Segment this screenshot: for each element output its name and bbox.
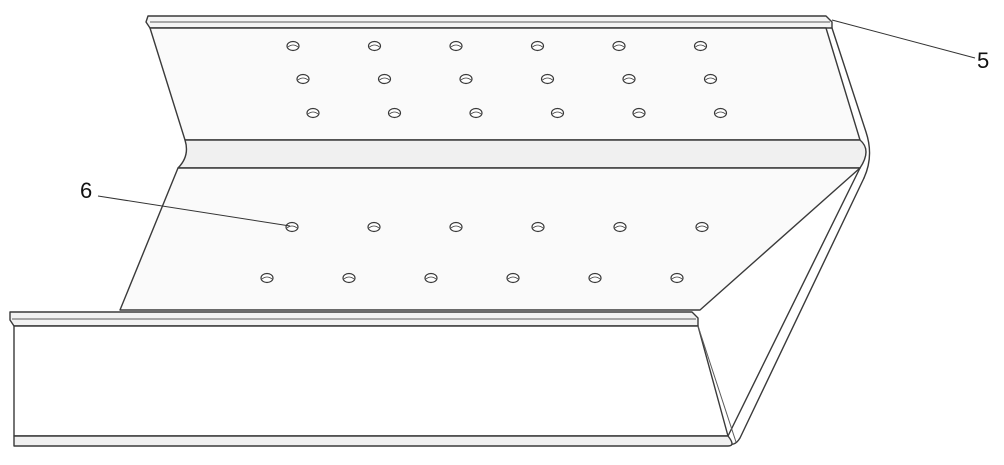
hole-lower-bore: [671, 276, 683, 280]
hole-lower: [531, 221, 545, 233]
hole-lower: [506, 272, 520, 284]
hole-upper: [530, 40, 545, 52]
hole-upper-bore: [470, 111, 482, 115]
hole-upper: [632, 107, 646, 119]
callout-5-label: 5: [977, 48, 989, 73]
hole-upper: [367, 40, 382, 52]
front-wall-crease: [697, 325, 737, 443]
hole-lower: [285, 221, 299, 233]
hole-lower: [367, 221, 381, 233]
hole-upper-bore: [623, 77, 635, 81]
hole-upper: [693, 40, 708, 52]
hole-upper-bore: [633, 111, 645, 115]
hole-upper-bore: [307, 111, 319, 115]
back-wall: [149, 27, 861, 141]
hole-lower: [260, 272, 274, 284]
hole-lower-bore: [286, 225, 298, 229]
hole-lower-bore: [589, 276, 601, 280]
hole-lower: [695, 221, 709, 233]
lower-hole-array: [260, 221, 709, 284]
hole-lower: [424, 272, 438, 284]
hole-lower: [613, 221, 627, 233]
hole-upper-bore: [532, 44, 543, 48]
floor-panel: [119, 167, 861, 311]
hole-upper: [612, 40, 626, 52]
hole-lower-bore: [696, 225, 708, 229]
hole-lower: [449, 221, 463, 233]
hole-upper: [459, 73, 473, 85]
hole-upper: [540, 73, 555, 85]
hole-upper-bore: [705, 77, 716, 81]
hole-upper-bore: [389, 111, 400, 115]
front-wall: [13, 325, 729, 437]
hole-lower: [588, 272, 602, 284]
hole-upper-bore: [613, 44, 625, 48]
hole-upper: [713, 107, 728, 119]
hole-upper: [286, 40, 300, 52]
hole-lower-bore: [425, 276, 437, 280]
hole-upper-bore: [297, 77, 309, 81]
hole-upper: [377, 73, 392, 85]
hole-lower-bore: [507, 276, 519, 280]
hole-upper: [387, 107, 402, 119]
callout-6-label: 6: [80, 178, 92, 203]
front-bottom-lip: [13, 435, 733, 447]
hole-upper-bore: [379, 77, 390, 81]
hole-upper: [449, 40, 463, 52]
hole-upper-bore: [369, 44, 380, 48]
callout-5-leader: [831, 19, 976, 59]
hole-upper-bore: [715, 111, 726, 115]
hole-lower-bore: [368, 225, 380, 229]
callout-6-leader: [97, 195, 291, 227]
hole-lower-bore: [261, 276, 273, 280]
upper-hole-array: [286, 40, 728, 119]
hole-lower-bore: [614, 225, 626, 229]
hole-lower-bore: [450, 225, 462, 229]
hole-lower-bore: [532, 225, 544, 229]
hole-lower: [670, 272, 684, 284]
hole-upper: [550, 107, 565, 119]
hole-upper-bore: [552, 111, 563, 115]
hole-lower-bore: [343, 276, 355, 280]
hole-upper-bore: [287, 44, 299, 48]
hole-lower: [342, 272, 356, 284]
hole-upper-bore: [460, 77, 472, 81]
hole-upper: [703, 73, 718, 85]
hole-upper: [469, 107, 483, 119]
hole-upper: [622, 73, 636, 85]
hole-upper: [296, 73, 310, 85]
hole-upper-bore: [542, 77, 553, 81]
hole-upper: [306, 107, 320, 119]
hole-upper-bore: [450, 44, 462, 48]
bottom-bend: [177, 139, 867, 169]
right-side-inner: [727, 167, 861, 437]
hole-upper-bore: [695, 44, 706, 48]
right-bend-outer: [831, 27, 871, 179]
